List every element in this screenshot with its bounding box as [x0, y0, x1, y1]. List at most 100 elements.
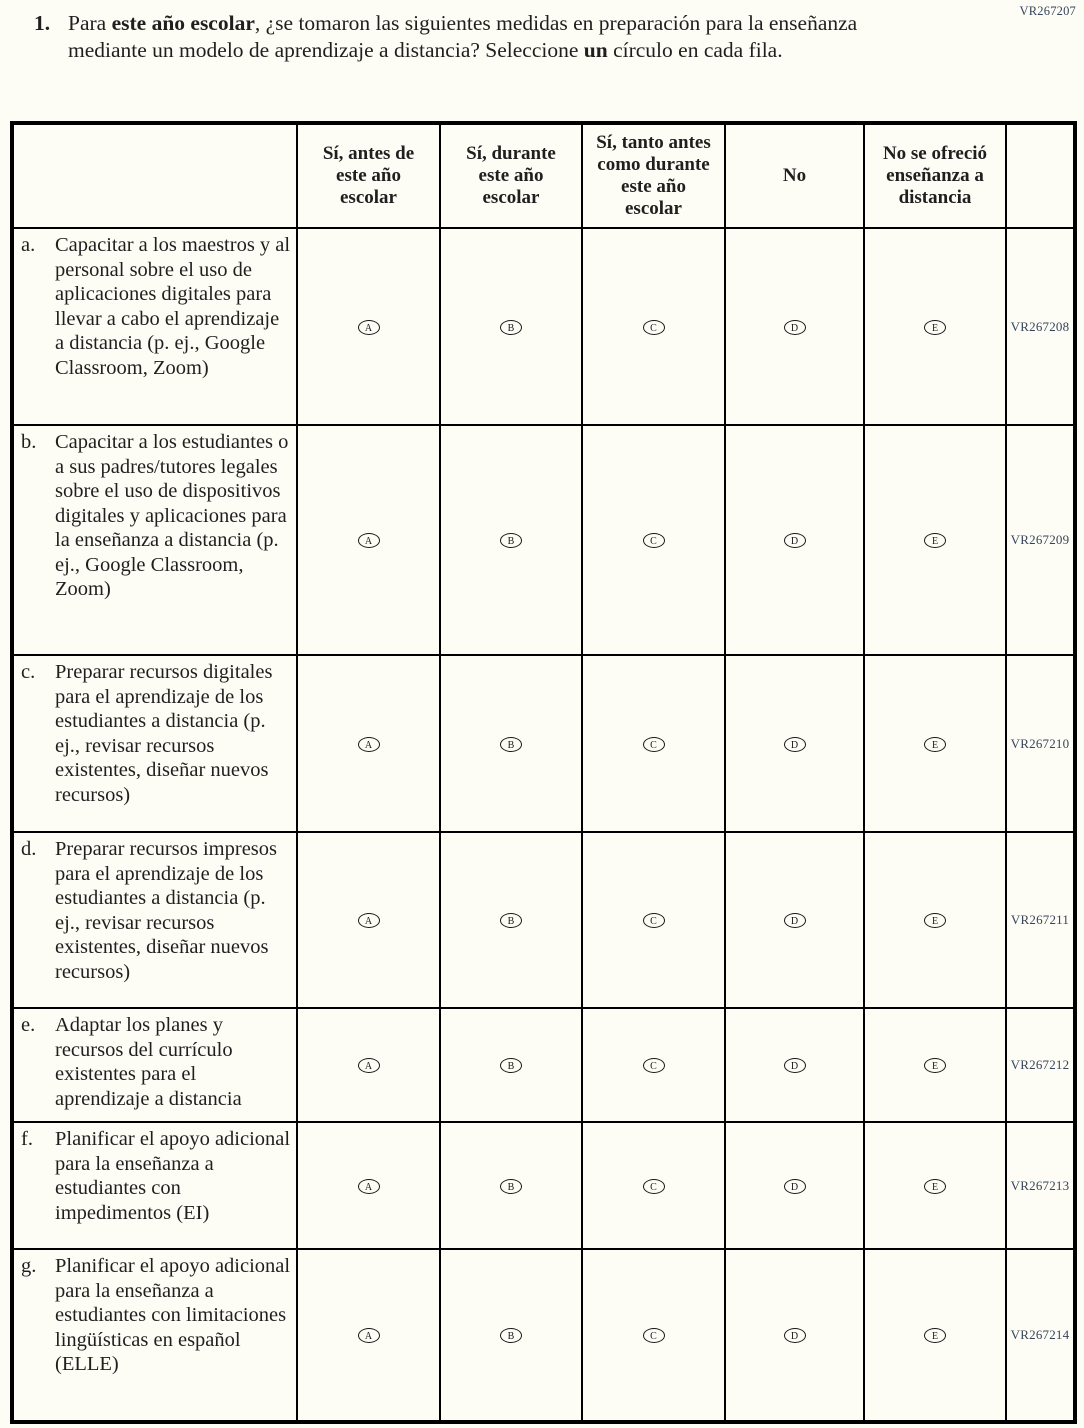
- option-cell: A: [296, 227, 441, 426]
- option-cell: B: [439, 424, 583, 656]
- option-cell: B: [439, 227, 583, 426]
- question-text-bold-segment: este año escolar: [111, 11, 255, 35]
- header-label: Sí, antes de este año escolar: [322, 143, 415, 208]
- row-text: Capacitar a los estudiantes o a sus padr…: [55, 431, 289, 600]
- option-bubble-b[interactable]: B: [500, 1328, 522, 1343]
- option-cell: C: [581, 1248, 726, 1423]
- option-cell: A: [296, 1121, 441, 1250]
- option-cell: A: [296, 654, 441, 833]
- question-text-segment: círculo en cada fila.: [607, 38, 783, 62]
- header-label: Sí, tanto antes como durante este año es…: [596, 132, 711, 219]
- option-cell: A: [296, 831, 441, 1009]
- row-label-cell: e. Adaptar los planes y recursos del cur…: [11, 1007, 298, 1123]
- option-bubble-b[interactable]: B: [500, 319, 522, 335]
- row-item-code: VR267209: [1005, 424, 1076, 656]
- row-text: Preparar recursos impresos para el apren…: [55, 838, 278, 983]
- option-bubble-c[interactable]: C: [642, 1328, 665, 1343]
- option-bubble-b[interactable]: B: [500, 1058, 522, 1073]
- option-cell: A: [296, 424, 441, 656]
- question-1: 1. Para este año escolar, ¿se tomaron la…: [34, 10, 884, 64]
- option-bubble-a[interactable]: A: [357, 1058, 380, 1073]
- option-bubble-c[interactable]: C: [642, 1058, 665, 1073]
- option-bubble-d[interactable]: D: [783, 533, 806, 548]
- option-bubble-e[interactable]: E: [924, 1178, 946, 1194]
- option-cell: C: [581, 1007, 726, 1123]
- option-bubble-a[interactable]: A: [357, 533, 380, 548]
- option-cell: B: [439, 1121, 583, 1250]
- option-bubble-d[interactable]: D: [783, 319, 806, 335]
- table-row-f: f. Planificar el apoyo adicional para la…: [11, 1121, 1076, 1250]
- row-item-code: VR267210: [1005, 654, 1076, 833]
- question-text: Para este año escolar, ¿se tomaron las s…: [68, 10, 884, 64]
- option-bubble-b[interactable]: B: [500, 533, 522, 548]
- option-cell: D: [724, 424, 865, 656]
- option-cell: D: [724, 227, 865, 426]
- option-bubble-e[interactable]: E: [924, 913, 946, 928]
- header-blank-label-column: [11, 122, 298, 229]
- form-code-top-right: VR267207: [1019, 4, 1076, 18]
- row-letter: g.: [21, 1255, 37, 1277]
- option-cell: B: [439, 654, 583, 833]
- option-bubble-a[interactable]: A: [357, 736, 380, 752]
- header-label: Sí, durante este año escolar: [466, 143, 556, 208]
- row-label-cell: c. Preparar recursos digitales para el a…: [11, 654, 298, 833]
- question-text-segment: Para: [68, 11, 112, 35]
- option-bubble-e[interactable]: E: [924, 736, 946, 752]
- option-bubble-b[interactable]: B: [500, 913, 522, 928]
- header-yes-both: Sí, tanto antes como durante este año es…: [581, 122, 726, 229]
- row-item-code: VR267211: [1005, 831, 1076, 1009]
- option-bubble-e[interactable]: E: [924, 319, 946, 335]
- row-text: Planificar el apoyo adicional para la en…: [55, 1128, 291, 1224]
- option-cell: E: [863, 1121, 1007, 1250]
- row-item-code: VR267208: [1005, 227, 1076, 426]
- question-number: 1.: [34, 11, 51, 35]
- option-cell: E: [863, 227, 1007, 426]
- option-bubble-d[interactable]: D: [783, 913, 806, 928]
- row-label-cell: f. Planificar el apoyo adicional para la…: [11, 1121, 298, 1250]
- option-bubble-c[interactable]: C: [642, 736, 665, 752]
- option-bubble-c[interactable]: C: [642, 319, 665, 335]
- option-cell: C: [581, 227, 726, 426]
- header-yes-during: Sí, durante este año escolar: [439, 122, 583, 229]
- option-bubble-c[interactable]: C: [642, 913, 665, 928]
- option-bubble-e[interactable]: E: [924, 533, 946, 548]
- option-cell: E: [863, 654, 1007, 833]
- option-cell: A: [296, 1007, 441, 1123]
- question-text-segment: , ¿se tomaron las siguientes medidas en …: [68, 11, 858, 62]
- option-cell: E: [863, 424, 1007, 656]
- option-bubble-e[interactable]: E: [924, 1058, 946, 1073]
- option-cell: B: [439, 1248, 583, 1423]
- option-cell: E: [863, 1007, 1007, 1123]
- option-cell: D: [724, 831, 865, 1009]
- option-bubble-a[interactable]: A: [357, 1328, 380, 1343]
- option-bubble-d[interactable]: D: [783, 736, 806, 752]
- option-bubble-c[interactable]: C: [642, 533, 665, 548]
- option-bubble-b[interactable]: B: [500, 736, 522, 752]
- row-text: Preparar recursos digitales para el apre…: [55, 661, 273, 806]
- header-row: Sí, antes de este año escolar Sí, durant…: [11, 122, 1076, 229]
- option-bubble-a[interactable]: A: [357, 319, 380, 335]
- row-text: Adaptar los planes y recursos del curríc…: [55, 1014, 242, 1110]
- response-matrix-table: Sí, antes de este año escolar Sí, durant…: [10, 121, 1077, 1424]
- option-bubble-d[interactable]: D: [783, 1178, 806, 1194]
- option-bubble-c[interactable]: C: [642, 1178, 665, 1194]
- header-label: No se ofreció enseñanza a distancia: [882, 143, 988, 208]
- option-bubble-d[interactable]: D: [783, 1058, 806, 1073]
- option-bubble-b[interactable]: B: [500, 1178, 522, 1194]
- option-cell: E: [863, 1248, 1007, 1423]
- option-bubble-d[interactable]: D: [783, 1328, 806, 1343]
- row-letter: f.: [21, 1128, 33, 1150]
- option-cell: C: [581, 1121, 726, 1250]
- option-cell: D: [724, 1248, 865, 1423]
- row-item-code: VR267213: [1005, 1121, 1076, 1250]
- option-cell: C: [581, 654, 726, 833]
- option-cell: B: [439, 1007, 583, 1123]
- row-item-code: VR267212: [1005, 1007, 1076, 1123]
- row-letter: c.: [21, 661, 36, 683]
- row-text: Planificar el apoyo adicional para la en…: [55, 1255, 291, 1375]
- table-row-e: e. Adaptar los planes y recursos del cur…: [11, 1007, 1076, 1123]
- option-bubble-a[interactable]: A: [357, 1178, 380, 1194]
- option-bubble-a[interactable]: A: [357, 913, 380, 928]
- option-cell: D: [724, 1007, 865, 1123]
- option-bubble-e[interactable]: E: [924, 1328, 946, 1343]
